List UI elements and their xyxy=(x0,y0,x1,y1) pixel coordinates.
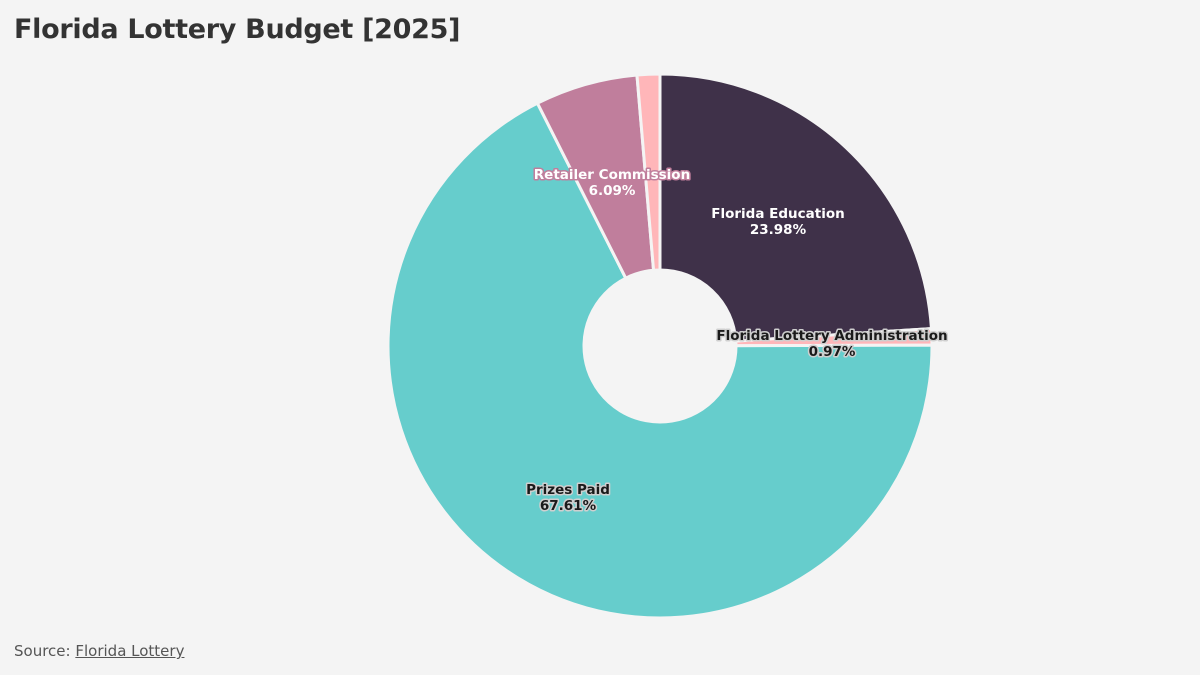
slices xyxy=(386,72,934,620)
slice-label-florida-education: Florida Education xyxy=(711,206,844,222)
slice-value-florida-education: 23.98% xyxy=(750,222,807,238)
source-note: Source: Florida Lottery xyxy=(14,642,184,660)
slice-florida-education xyxy=(658,72,933,343)
source-link[interactable]: Florida Lottery xyxy=(75,642,185,660)
slice-prizes-paid xyxy=(386,101,934,620)
slice-value-florida-lottery-administration: 0.97% xyxy=(809,344,856,360)
slice-value-retailer-commission: 6.09% xyxy=(589,183,636,199)
source-prefix: Source: xyxy=(14,642,71,660)
slice-value-prizes-paid: 67.61% xyxy=(540,498,597,514)
slice-unlabeled xyxy=(635,72,662,272)
slice-label-florida-lottery-administration: Florida Lottery Administration xyxy=(716,328,947,344)
slice-label-retailer-commission: Retailer Commission xyxy=(534,167,690,183)
chart-title: Florida Lottery Budget [2025] xyxy=(14,14,461,45)
slice-label-prizes-paid: Prizes Paid xyxy=(526,482,610,498)
